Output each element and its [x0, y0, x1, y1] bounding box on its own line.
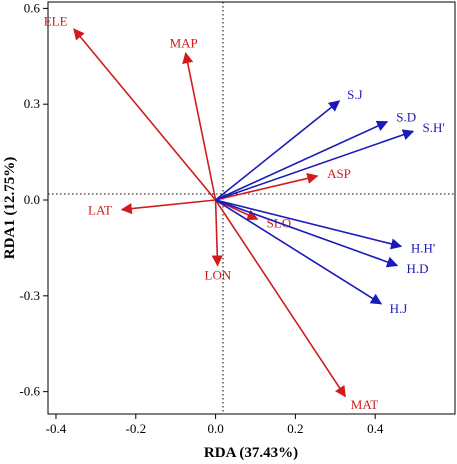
vector-arrow-h-d [215, 199, 399, 268]
vector-arrow-asp [215, 172, 319, 201]
x-tick-label: 0.2 [287, 421, 303, 436]
y-tick-label: -0.3 [19, 288, 40, 303]
vector-label-mat: MAT [351, 397, 379, 412]
vector-label-s-j: S.J [347, 87, 363, 102]
vector-arrow-s-h [215, 129, 415, 201]
x-axis: -0.4 -0.2 0.0 0.2 0.4 [46, 414, 384, 436]
biplot-vectors: ELEMAPASPLATSLOLONMATS.JS.DS.H'H.H'H.DH.… [44, 13, 445, 411]
x-tick-label: 0.0 [207, 421, 223, 436]
vector-arrow-s-d [215, 120, 389, 201]
vector-label-asp: ASP [327, 166, 351, 181]
vector-arrow-lat [120, 199, 216, 215]
vector-arrow-s-j [215, 100, 341, 201]
y-axis: 0.6 0.3 0.0 -0.3 -0.6 [19, 0, 48, 399]
y-tick-label: 0.0 [24, 192, 40, 207]
vector-arrow-h-h [215, 199, 403, 250]
vector-label-map: MAP [170, 35, 198, 50]
y-tick-label: -0.6 [19, 384, 40, 399]
y-tick-label: 0.3 [24, 96, 40, 111]
vector-label-h-d: H.D [407, 261, 429, 276]
vector-label-h-h: H.H' [411, 241, 435, 256]
y-axis-title: RDA1 (12.75%) [2, 157, 18, 260]
vector-arrow-lon [211, 199, 223, 267]
x-tick-label: -0.4 [46, 421, 67, 436]
vector-arrow-h-j [215, 199, 383, 305]
y-tick-label: 0.6 [24, 0, 41, 15]
x-axis-title: RDA (37.43%) [204, 445, 298, 461]
vector-label-h-j: H.J [390, 301, 408, 316]
vector-arrow-ele [73, 28, 217, 201]
x-tick-label: -0.2 [125, 421, 146, 436]
vector-label-s-d: S.D [396, 110, 416, 125]
vector-label-ele: ELE [44, 13, 68, 28]
x-tick-label: 0.4 [367, 421, 384, 436]
vector-label-s-h: S.H' [423, 120, 445, 135]
plot-frame [47, 1, 456, 415]
vector-label-lat: LAT [88, 203, 112, 218]
vector-arrow-map [182, 52, 217, 201]
vector-label-lon: LON [205, 267, 232, 282]
vector-arrow-mat [214, 199, 346, 398]
